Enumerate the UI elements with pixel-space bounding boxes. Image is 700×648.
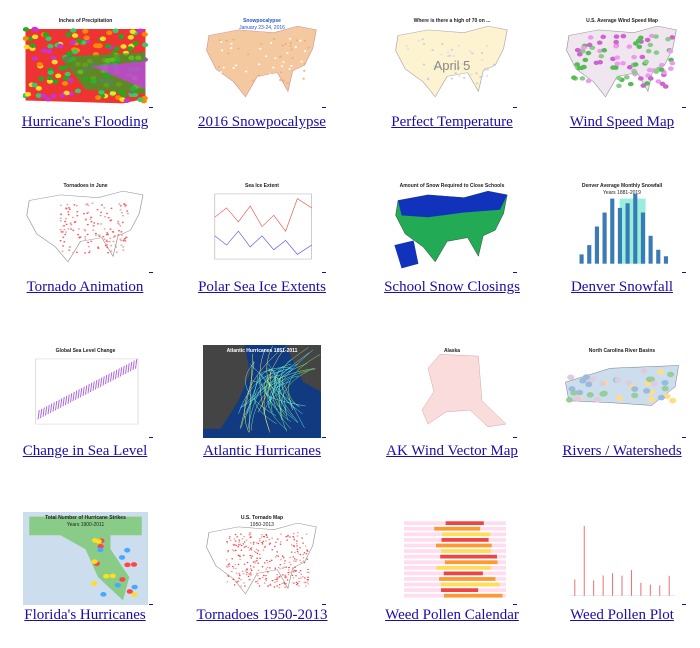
caption: Perfect Temperature <box>391 114 513 130</box>
caption: Tornado Animation <box>26 279 144 295</box>
thumbnail: Amount of Snow Required to Close Schools <box>392 180 517 273</box>
thumbnail-art <box>22 180 148 273</box>
caption: Atlantic Hurricanes <box>203 443 321 459</box>
thumbnail-text: U.S. Tornado Map <box>241 515 283 521</box>
thumbnail: Tornadoes in June <box>22 180 153 273</box>
thumbnail-art <box>22 15 148 108</box>
thumbnail: North Carolina River Basins <box>563 345 686 438</box>
gallery-link[interactable]: Global Sea Level Change Change in Sea Lev… <box>0 345 173 470</box>
thumbnail-art <box>22 512 148 605</box>
thumbnail-text: Where is there a high of 70 on ... <box>414 18 491 24</box>
gallery-link[interactable]: Alaska AK Wind Vector Map <box>365 345 540 470</box>
thumbnail-art <box>392 512 512 605</box>
caption: Rivers / Watersheds <box>562 443 682 459</box>
thumbnail-text: Snowpocalypse <box>243 18 281 24</box>
thumbnail-text: Alaska <box>444 348 460 354</box>
thumbnail: Inches of Precipitation <box>22 15 153 108</box>
gallery-link[interactable]: Weed Pollen Plot <box>535 512 700 637</box>
thumbnail-art <box>563 512 681 605</box>
gallery-link[interactable]: Inches of Precipitation Hurricane's Flood… <box>0 15 173 140</box>
thumbnail-art <box>563 15 681 108</box>
thumbnail-text: Inches of Precipitation <box>58 18 112 24</box>
caption: Wind Speed Map <box>569 114 675 130</box>
thumbnail-art <box>392 15 512 108</box>
caption: Polar Sea Ice Extents <box>198 279 326 295</box>
thumbnail <box>392 512 517 605</box>
thumbnail-art <box>203 512 321 605</box>
thumbnail-text: Years 1900-2011 <box>66 522 104 528</box>
gallery-link[interactable]: U.S. Average Wind Speed Map Wind Speed Ma… <box>535 15 700 140</box>
thumbnail-art <box>563 180 681 273</box>
caption: Weed Pollen Calendar <box>385 607 519 623</box>
gallery-link[interactable]: Denver Average Monthly Snowfall Years 188… <box>535 180 700 305</box>
thumbnail-art <box>392 180 512 273</box>
thumbnail-art <box>203 180 321 273</box>
thumbnail: Sea Ice Extent <box>203 180 326 273</box>
thumbnail-text: Denver Average Monthly Snowfall <box>582 183 663 189</box>
thumbnail-art <box>22 345 148 438</box>
thumbnail-text: Years 1881-2019 <box>603 190 641 196</box>
gallery-link[interactable]: Atlantic Hurricanes 1851-2011 Atlantic Hu… <box>175 345 350 470</box>
caption: 2016 Snowpocalypse <box>198 114 326 130</box>
thumbnail-art <box>203 15 321 108</box>
thumbnail-text: North Carolina River Basins <box>589 348 656 354</box>
thumbnail: Atlantic Hurricanes 1851-2011 <box>203 345 326 438</box>
caption: Change in Sea Level <box>22 443 148 459</box>
thumbnail-art <box>392 345 512 438</box>
thumbnail: Global Sea Level Change <box>22 345 153 438</box>
gallery-link[interactable]: Snowpocalypse January 23-24, 2016 2016 Sno… <box>175 15 350 140</box>
thumbnail-text: Tornadoes in June <box>63 183 107 189</box>
thumbnail-text: Amount of Snow Required to Close Schools <box>400 183 505 189</box>
caption: School Snow Closings <box>384 279 520 295</box>
caption: AK Wind Vector Map <box>386 443 518 459</box>
thumbnail: U.S. Average Wind Speed Map <box>563 15 686 108</box>
thumbnail-text: Total Number of Hurricane Strikes <box>45 515 126 521</box>
thumbnail-art <box>563 345 681 438</box>
gallery-link[interactable]: Where is there a high of 70 on ... April … <box>365 15 540 140</box>
caption: Denver Snowfall <box>570 279 674 295</box>
thumbnail-text: Atlantic Hurricanes 1851-2011 <box>227 348 298 354</box>
caption: Hurricane's Flooding <box>21 114 149 130</box>
thumbnail-text: April 5 <box>434 58 471 73</box>
gallery-link[interactable]: Sea Ice Extent Polar Sea Ice Extents <box>175 180 350 305</box>
caption: Weed Pollen Plot <box>570 607 674 623</box>
caption: Tornadoes 1950-2013 <box>196 607 328 623</box>
gallery-link[interactable]: Tornadoes in June Tornado Animation <box>0 180 173 305</box>
gallery-link[interactable]: Amount of Snow Required to Close Schools… <box>365 180 540 305</box>
gallery-link[interactable]: Total Number of Hurricane Strikes Years 1… <box>0 512 173 637</box>
thumbnail-text: Sea Ice Extent <box>245 183 279 189</box>
thumbnail-text: Global Sea Level Change <box>55 348 115 354</box>
thumbnail-art <box>203 345 321 438</box>
thumbnail-text: 1950-2013 <box>250 522 274 528</box>
thumbnail-text: January 23-24, 2016 <box>239 25 285 31</box>
gallery-link[interactable]: Weed Pollen Calendar <box>365 512 540 637</box>
thumbnail: Where is there a high of 70 on ... April … <box>392 15 517 108</box>
thumbnail <box>563 512 686 605</box>
thumbnail: Alaska <box>392 345 517 438</box>
gallery-link[interactable]: North Carolina River Basins Rivers / Wate… <box>535 345 700 470</box>
gallery-link[interactable]: U.S. Tornado Map 1950-2013 Tornadoes 1950-… <box>175 512 350 637</box>
caption: Florida's Hurricanes <box>24 607 146 623</box>
thumbnail-text: U.S. Average Wind Speed Map <box>586 18 658 24</box>
